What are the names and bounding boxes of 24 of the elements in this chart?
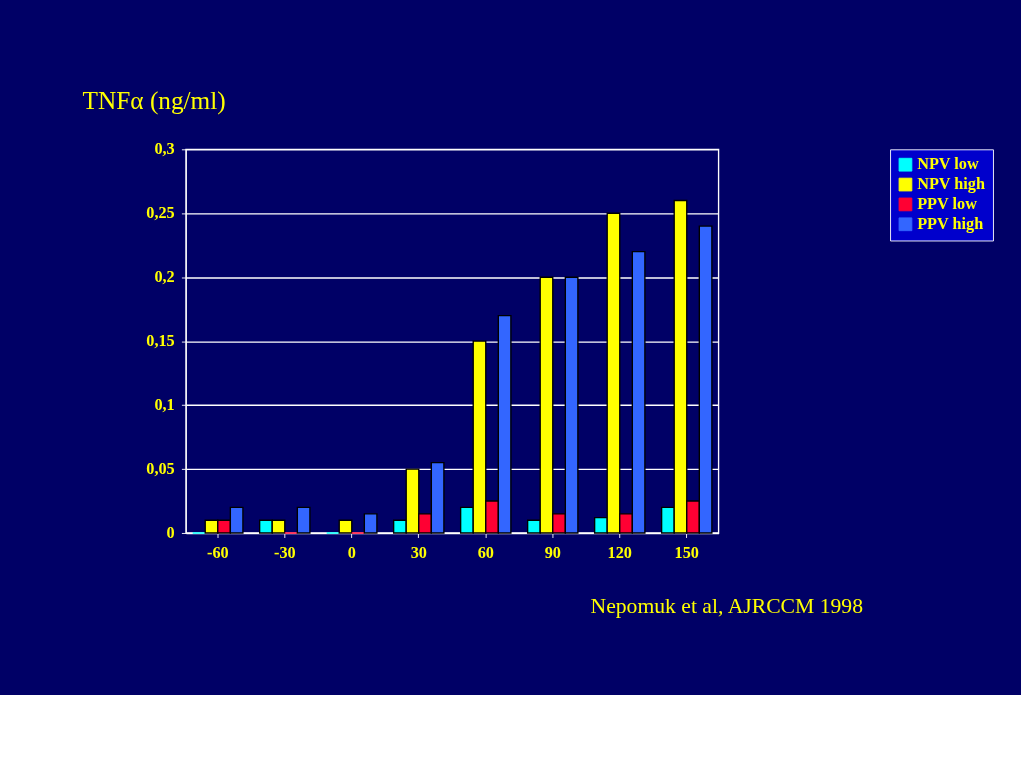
y-tick-label: 0,2 <box>154 268 175 287</box>
x-tick-label: 120 <box>607 543 632 562</box>
y-tick-label: 0 <box>166 523 175 542</box>
x-tick-label: -30 <box>273 543 296 562</box>
x-tick-label: 90 <box>544 543 561 562</box>
x-tick-label: 30 <box>410 543 427 562</box>
legend-label: NPV high <box>917 175 986 194</box>
y-tick-label: 0,3 <box>154 140 175 159</box>
x-tick-label: 0 <box>347 543 356 562</box>
x-tick-label: 60 <box>477 543 494 562</box>
y-tick-label: 0,15 <box>146 332 175 351</box>
legend-label: PPV low <box>917 194 978 213</box>
bar <box>338 519 353 534</box>
x-tick-label: 150 <box>674 543 699 562</box>
bar <box>296 506 311 534</box>
bar <box>363 513 378 534</box>
text: Nepomuk et al, AJRCCM 1998 <box>590 594 864 619</box>
legend-label: NPV low <box>917 155 979 174</box>
x-tick-label: -60 <box>206 543 229 562</box>
y-axis-title: TNFα (ng/ml) <box>82 85 226 115</box>
legend-label: PPV high <box>917 214 984 233</box>
y-tick-label: 0,25 <box>146 204 175 223</box>
y-tick-label: 0,1 <box>154 396 175 415</box>
y-tick-label: 0,05 <box>146 460 175 479</box>
